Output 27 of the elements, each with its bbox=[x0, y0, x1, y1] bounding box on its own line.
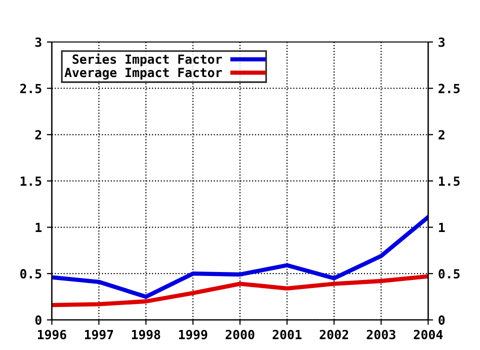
x-tick-label: 2004 bbox=[414, 330, 443, 340]
y-tick-label: 2.5 bbox=[20, 84, 42, 94]
x-tick-label: 2003 bbox=[366, 330, 396, 340]
y-tick-label: 3 bbox=[35, 37, 42, 47]
y-tick-label: 1.5 bbox=[20, 176, 42, 186]
y-tick-label: 2 bbox=[35, 130, 42, 140]
y-tick-label: 0.5 bbox=[20, 269, 42, 279]
x-tick-label: 2001 bbox=[272, 330, 302, 340]
legend-label: Average Impact Factor bbox=[64, 68, 222, 80]
y-tick-label: 0 bbox=[35, 315, 42, 325]
y-tick-label: 1 bbox=[36, 222, 42, 232]
y2-tick-label: 0.5 bbox=[438, 269, 460, 279]
x-tick-label: 1999 bbox=[179, 330, 208, 340]
x-tick-label: 2002 bbox=[320, 330, 348, 340]
y2-tick-label: 2 bbox=[438, 130, 444, 140]
x-tick-label: 1997 bbox=[84, 330, 113, 340]
x-tick-label: 1998 bbox=[132, 330, 160, 340]
y2-tick-label: 1.5 bbox=[439, 176, 460, 186]
x-tick-label: 1996 bbox=[38, 330, 66, 340]
y2-tick-label: 2.5 bbox=[438, 84, 460, 94]
y2-tick-label: 0 bbox=[438, 315, 445, 325]
y2-tick-label: 3 bbox=[438, 37, 445, 47]
line-series bbox=[52, 274, 428, 308]
y2-tick-label: 1 bbox=[439, 222, 445, 232]
legend-label: Series Impact Factor bbox=[72, 54, 222, 66]
line-series bbox=[52, 214, 428, 299]
x-tick-label: 2000 bbox=[226, 330, 254, 340]
